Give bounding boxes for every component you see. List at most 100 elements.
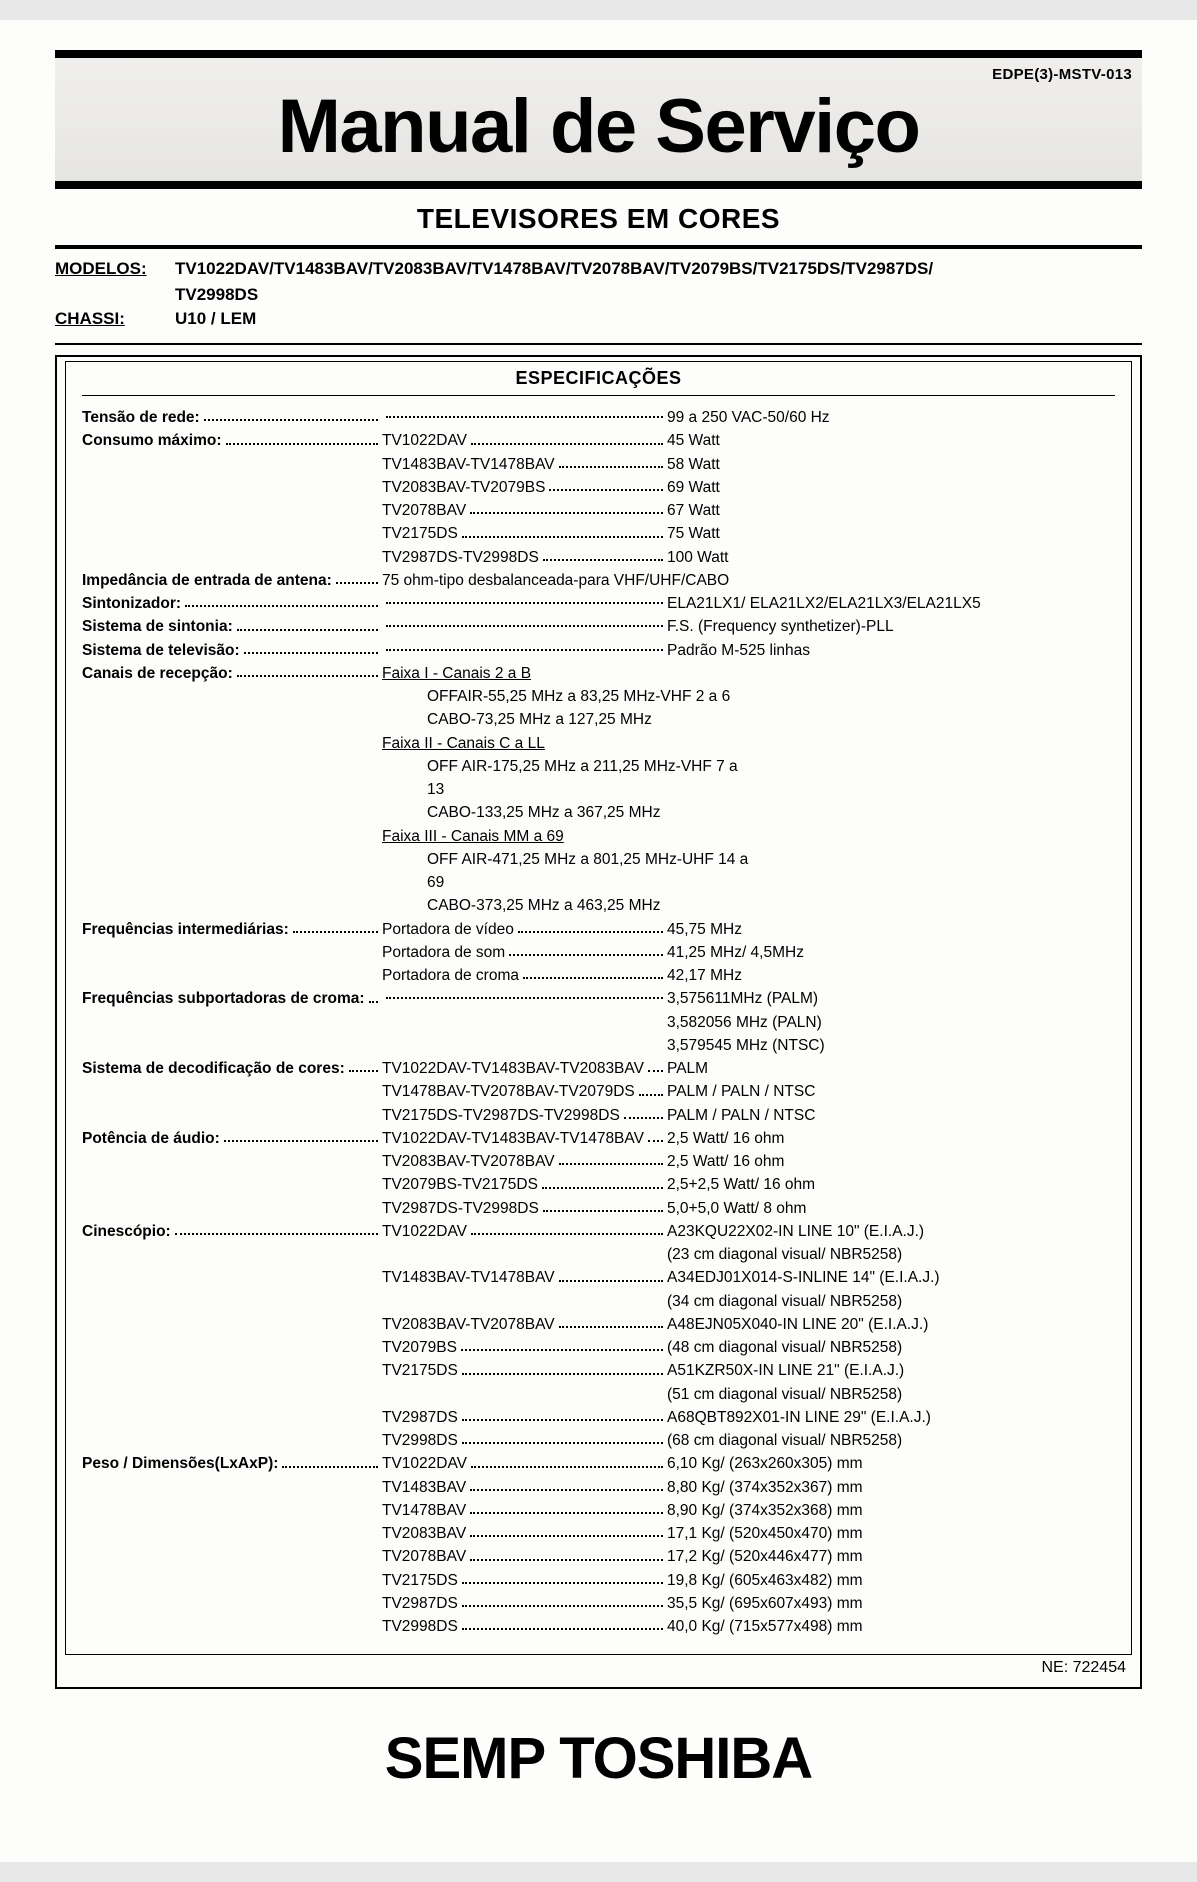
spec-mid: TV2175DS bbox=[382, 522, 667, 545]
spec-mid bbox=[382, 653, 667, 659]
spec-value: 2,5+2,5 Watt/ 16 ohm bbox=[667, 1173, 1115, 1196]
spec-value: PALM / PALN / NTSC bbox=[667, 1104, 1115, 1127]
spec-line: TV1483BAV-TV1478BAV58 Watt bbox=[82, 453, 1115, 476]
spec-line: TV2987DS35,5 Kg/ (695x607x493) mm bbox=[82, 1592, 1115, 1615]
spec-value: 3,582056 MHz (PALN) bbox=[667, 1011, 1115, 1034]
spec-line: Sistema de sintonia: F.S. (Frequency synt… bbox=[82, 615, 1115, 638]
spec-mid: TV2079BS-TV2175DS bbox=[382, 1173, 667, 1196]
spec-mid: OFF AIR-471,25 MHz a 801,25 MHz-UHF 14 a… bbox=[382, 848, 749, 895]
spec-mid: OFFAIR-55,25 MHz a 83,25 MHz-VHF 2 a 6 bbox=[382, 685, 749, 708]
spec-line: TV2079BS(48 cm diagonal visual/ NBR5258) bbox=[82, 1336, 1115, 1359]
spec-line: Impedância de entrada de antena:75 ohm-t… bbox=[82, 569, 1115, 592]
spec-label: Potência de áudio: bbox=[82, 1127, 382, 1150]
spec-line: Potência de áudio:TV1022DAV-TV1483BAV-TV… bbox=[82, 1127, 1115, 1150]
spec-body: Tensão de rede:99 a 250 VAC-50/60 HzCons… bbox=[82, 406, 1115, 1638]
spec-line: TV2083BAV-TV2078BAVA48EJN05X040-IN LINE … bbox=[82, 1313, 1115, 1336]
spec-value: 75 Watt bbox=[667, 522, 1115, 545]
spec-line: Consumo máximo:TV1022DAV45 Watt bbox=[82, 429, 1115, 452]
spec-mid: TV2987DS-TV2998DS bbox=[382, 546, 667, 569]
spec-mid bbox=[382, 420, 667, 426]
spec-mid: CABO-133,25 MHz a 367,25 MHz bbox=[382, 801, 749, 824]
spec-mid: TV1483BAV-TV1478BAV bbox=[382, 453, 667, 476]
spec-line: TV2987DS-TV2998DS100 Watt bbox=[82, 546, 1115, 569]
spec-mid: TV2175DS bbox=[382, 1359, 667, 1382]
spec-value: 2,5 Watt/ 16 ohm bbox=[667, 1127, 1115, 1150]
spec-line: TV2078BAV17,2 Kg/ (520x446x477) mm bbox=[82, 1545, 1115, 1568]
spec-line: OFF AIR-471,25 MHz a 801,25 MHz-UHF 14 a… bbox=[82, 848, 1115, 895]
spec-line: TV2175DS19,8 Kg/ (605x463x482) mm bbox=[82, 1569, 1115, 1592]
spec-mid: TV2078BAV bbox=[382, 1545, 667, 1568]
spec-line: OFFAIR-55,25 MHz a 83,25 MHz-VHF 2 a 6 bbox=[82, 685, 1115, 708]
spec-line: Sintonizador: ELA21LX1/ ELA21LX2/ELA21LX3… bbox=[82, 592, 1115, 615]
spec-value: 67 Watt bbox=[667, 499, 1115, 522]
chassi-row: CHASSI: U10 / LEM bbox=[55, 309, 1142, 329]
spec-mid: CABO-73,25 MHz a 127,25 MHz bbox=[382, 708, 749, 731]
sub-rule-2 bbox=[55, 343, 1142, 345]
spec-mid: TV1478BAV bbox=[382, 1499, 667, 1522]
spec-mid bbox=[382, 606, 667, 612]
modelos-label: MODELOS: bbox=[55, 259, 175, 279]
header-band: EDPE(3)-MSTV-013 Manual de Serviço bbox=[55, 58, 1142, 181]
spec-label: Sistema de sintonia: bbox=[82, 615, 382, 638]
spec-value: 6,10 Kg/ (263x260x305) mm bbox=[667, 1452, 1115, 1475]
spec-line: Sistema de televisão:Padrão M-525 linhas bbox=[82, 639, 1115, 662]
subtitle: TELEVISORES EM CORES bbox=[55, 189, 1142, 245]
spec-label: Canais de recepção: bbox=[82, 662, 382, 685]
spec-line: TV2079BS-TV2175DS2,5+2,5 Watt/ 16 ohm bbox=[82, 1173, 1115, 1196]
spec-value: PALM / PALN / NTSC bbox=[667, 1080, 1115, 1103]
chassi-label: CHASSI: bbox=[55, 309, 175, 329]
mid-rule bbox=[55, 181, 1142, 189]
spec-line: 3,582056 MHz (PALN) bbox=[82, 1011, 1115, 1034]
spec-line: Peso / Dimensões(LxAxP):TV1022DAV6,10 Kg… bbox=[82, 1452, 1115, 1475]
spec-mid: OFF AIR-175,25 MHz a 211,25 MHz-VHF 7 a … bbox=[382, 755, 749, 802]
page-inner: EDPE(3)-MSTV-013 Manual de Serviço TELEV… bbox=[0, 20, 1197, 1862]
spec-value: (68 cm diagonal visual/ NBR5258) bbox=[667, 1429, 1115, 1452]
spec-value: 45 Watt bbox=[667, 429, 1115, 452]
spec-value: 8,80 Kg/ (374x352x367) mm bbox=[667, 1476, 1115, 1499]
spec-line: CABO-133,25 MHz a 367,25 MHz bbox=[82, 801, 1115, 824]
spec-value: F.S. (Frequency synthetizer)-PLL bbox=[667, 615, 1115, 638]
spec-value: 3,575611MHz (PALM) bbox=[667, 987, 1115, 1010]
spec-line: TV2083BAV17,1 Kg/ (520x450x470) mm bbox=[82, 1522, 1115, 1545]
spec-mid: TV2987DS bbox=[382, 1592, 667, 1615]
spec-line: Sistema de decodificação de cores:TV1022… bbox=[82, 1057, 1115, 1080]
spec-line: TV2078BAV67 Watt bbox=[82, 499, 1115, 522]
spec-mid: 75 ohm-tipo desbalanceada-para VHF/UHF/C… bbox=[382, 569, 749, 592]
chassi-value: U10 / LEM bbox=[175, 309, 1142, 329]
spec-line: TV2998DS40,0 Kg/ (715x577x498) mm bbox=[82, 1615, 1115, 1638]
spec-mid: TV2078BAV bbox=[382, 499, 667, 522]
spec-mid: Portadora de som bbox=[382, 941, 667, 964]
spec-value: 45,75 MHz bbox=[667, 918, 1115, 941]
spec-value: ELA21LX1/ ELA21LX2/ELA21LX3/ELA21LX5 bbox=[667, 592, 1115, 615]
spec-mid: TV1022DAV bbox=[382, 1220, 667, 1243]
spec-label: Peso / Dimensões(LxAxP): bbox=[82, 1452, 382, 1475]
spec-mid: TV2998DS bbox=[382, 1615, 667, 1638]
spec-mid: CABO-373,25 MHz a 463,25 MHz bbox=[382, 894, 749, 917]
spec-mid: TV2083BAV-TV2078BAV bbox=[382, 1313, 667, 1336]
spec-line: TV2175DS75 Watt bbox=[82, 522, 1115, 545]
spec-value: 8,90 Kg/ (374x352x368) mm bbox=[667, 1499, 1115, 1522]
spec-value: 69 Watt bbox=[667, 476, 1115, 499]
spec-label: Frequências intermediárias: bbox=[82, 918, 382, 941]
spec-line: TV2083BAV-TV2078BAV2,5 Watt/ 16 ohm bbox=[82, 1150, 1115, 1173]
spec-value: (48 cm diagonal visual/ NBR5258) bbox=[667, 1336, 1115, 1359]
spec-label: Sistema de televisão: bbox=[82, 639, 382, 662]
spec-mid: Faixa III - Canais MM a 69 bbox=[382, 825, 667, 848]
document-id: EDPE(3)-MSTV-013 bbox=[65, 66, 1132, 83]
spec-line: Frequências subportadoras de croma:3,575… bbox=[82, 987, 1115, 1010]
spec-line: (51 cm diagonal visual/ NBR5258) bbox=[82, 1383, 1115, 1406]
spec-mid: TV2998DS bbox=[382, 1429, 667, 1452]
spec-label: Sintonizador: bbox=[82, 592, 382, 615]
spec-mid: TV2987DS bbox=[382, 1406, 667, 1429]
spec-value: 3,579545 MHz (NTSC) bbox=[667, 1034, 1115, 1057]
spec-value: 99 a 250 VAC-50/60 Hz bbox=[667, 406, 1115, 429]
spec-mid: Faixa II - Canais C a LL bbox=[382, 732, 667, 755]
spec-value: PALM bbox=[667, 1057, 1115, 1080]
spec-value: A34EDJ01X014-S-INLINE 14" (E.I.A.J.) bbox=[667, 1266, 1115, 1289]
spec-line: Faixa III - Canais MM a 69 bbox=[82, 825, 1115, 848]
modelos-value: TV1022DAV/TV1483BAV/TV2083BAV/TV1478BAV/… bbox=[175, 259, 1142, 279]
spec-line: CABO-373,25 MHz a 463,25 MHz bbox=[82, 894, 1115, 917]
spec-value: 17,2 Kg/ (520x446x477) mm bbox=[667, 1545, 1115, 1568]
spec-mid: TV1022DAV bbox=[382, 429, 667, 452]
spec-mid: TV2079BS bbox=[382, 1336, 667, 1359]
